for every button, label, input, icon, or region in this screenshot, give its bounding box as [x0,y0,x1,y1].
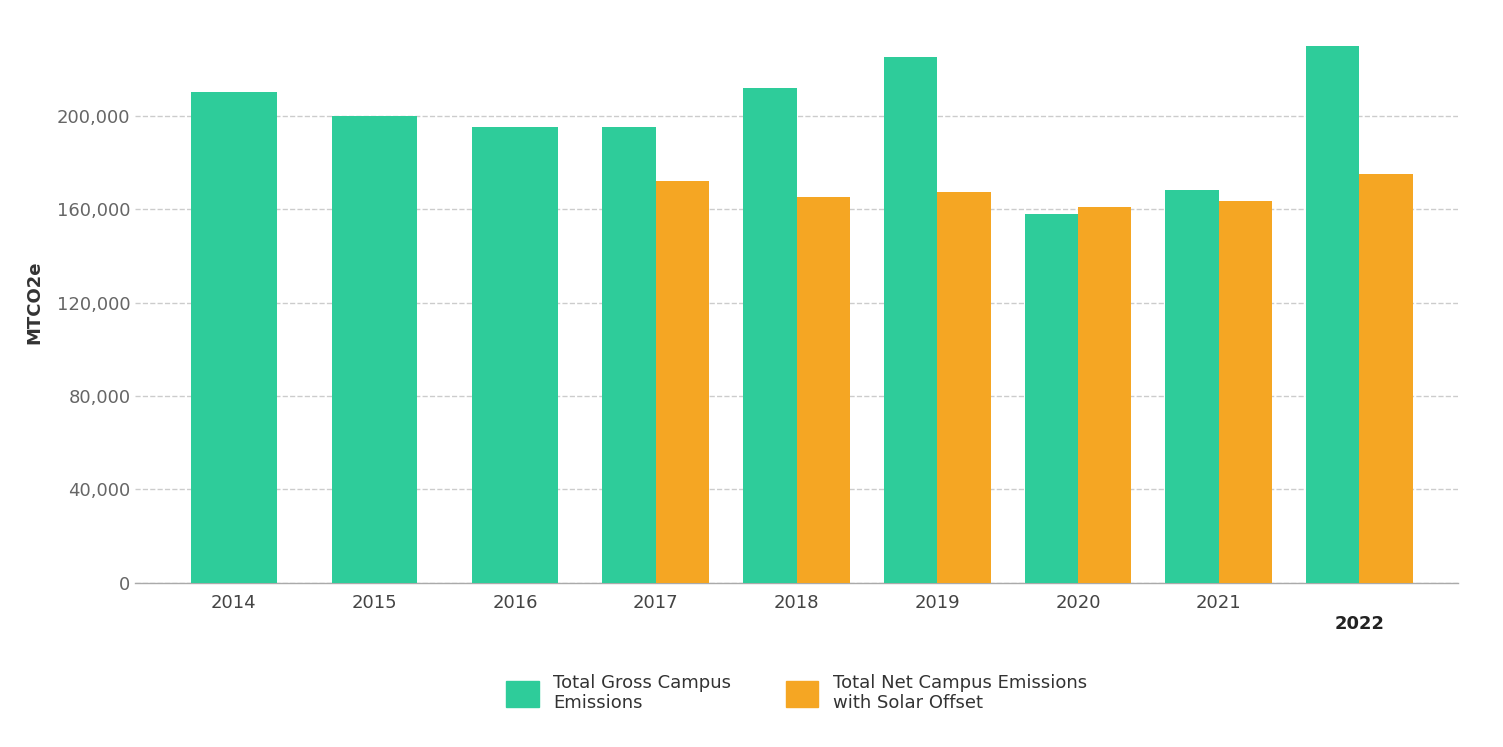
Text: 2022: 2022 [1335,616,1384,633]
Bar [884,58,938,583]
Bar [472,128,558,583]
Bar [603,128,655,583]
Bar [655,182,709,583]
Bar [797,197,851,583]
Bar [1359,174,1413,583]
Bar [1219,201,1272,583]
Bar [938,192,990,583]
Bar [1306,46,1359,583]
Bar [191,93,277,583]
Legend: Total Gross Campus
Emissions, Total Net Campus Emissions
with Solar Offset: Total Gross Campus Emissions, Total Net … [488,656,1105,731]
Bar [1025,214,1078,583]
Bar [1165,190,1219,583]
Y-axis label: MTCO2e: MTCO2e [26,261,44,344]
Bar [742,88,797,583]
Bar [332,116,418,583]
Bar [1078,207,1132,583]
